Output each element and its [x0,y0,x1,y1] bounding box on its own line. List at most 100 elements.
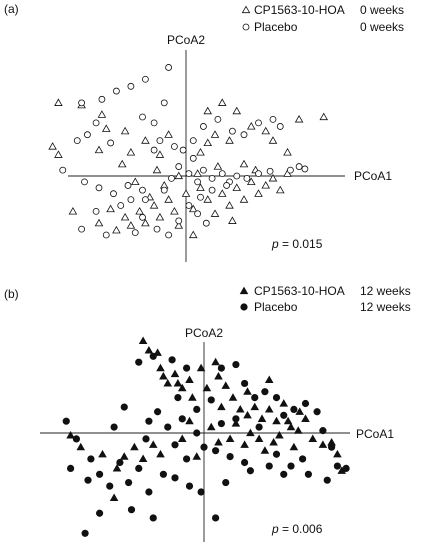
point-a-s0-49 [246,177,256,186]
point-b-s1-12 [272,394,281,402]
point-b-s0-0 [138,336,148,345]
point-b-s1-24 [67,464,75,472]
point-b-s0-42 [214,438,223,446]
point-a-s1-49 [131,229,139,237]
point-a-s0-25 [319,112,329,121]
point-a-s0-63 [228,216,237,224]
point-b-s1-46 [255,423,263,431]
point-a-s0-27 [68,206,78,215]
point-b-s1-16 [313,408,321,416]
point-a-s0-0 [54,98,63,106]
point-b-s1-13 [280,411,288,419]
legend-marker-b-1 [240,303,248,311]
point-a-s1-14 [170,143,178,150]
point-a-s0-19 [225,136,234,144]
point-b-s0-59 [211,357,220,366]
point-b-s1-35 [164,423,172,431]
point-b-s0-52 [289,442,299,451]
point-a-s1-40 [208,174,216,182]
point-b-s0-18 [257,414,267,422]
point-a-s0-17 [203,138,213,147]
point-a-s1-21 [255,119,262,127]
point-a-s1-46 [266,167,274,175]
point-b-s1-9 [241,379,249,388]
point-b-s1-60 [212,514,220,522]
point-a-s0-9 [117,159,127,168]
point-b-s0-8 [177,383,187,392]
point-a-s1-45 [255,170,262,178]
point-b-s1-26 [87,455,95,463]
point-a-s0-16 [210,130,220,138]
point-a-s0-42 [196,183,205,191]
point-b-s1-25 [84,476,92,484]
p-value-b: p = 0.006 [271,522,323,536]
legend-marker-a-0 [241,5,251,14]
point-a-s1-19 [228,127,236,135]
point-b-s1-14 [290,405,298,413]
point-a-s1-55 [202,219,210,227]
point-a-s0-14 [217,98,227,106]
point-b-s0-19 [264,404,274,413]
point-a-s0-11 [155,150,165,158]
point-b-s1-36 [171,441,179,449]
point-a-s0-28 [94,218,104,227]
point-a-s0-7 [94,145,104,154]
point-b-s0-45 [240,440,249,448]
point-b-s1-58 [185,482,194,490]
point-a-s0-38 [170,206,179,215]
point-a-s1-22 [269,115,277,123]
point-b-s0-55 [192,452,202,460]
point-b-s1-20 [342,464,350,472]
point-b-s1-8 [232,360,240,369]
point-a-s1-9 [107,139,114,147]
point-b-s1-18 [327,443,336,451]
point-b-s1-57 [171,474,179,482]
point-a-s1-27 [59,166,67,174]
point-b-s0-56 [217,402,226,411]
point-b-s1-31 [135,464,143,472]
point-a-s1-12 [156,137,164,145]
point-b-s1-53 [120,403,128,411]
point-b-s0-47 [254,434,264,443]
point-b-s1-28 [106,482,114,490]
point-b-s0-50 [275,430,284,439]
point-b-s1-65 [222,478,230,487]
point-b-s1-19 [333,462,341,470]
p-value-text-a: = 0.015 [282,237,323,251]
point-a-s1-17 [199,123,207,130]
point-b-s0-20 [272,416,281,425]
point-a-s0-62 [174,171,184,180]
point-a-s0-13 [203,106,213,115]
point-b-s1-42 [226,453,234,461]
point-b-s0-36 [138,454,148,463]
point-b-s1-4 [174,394,182,402]
point-b-s1-1 [135,358,143,366]
point-a-s1-15 [179,146,187,154]
legend-label-b-1: Placebo [254,300,298,314]
point-a-s0-6 [120,126,130,135]
point-a-s1-62 [160,99,168,107]
point-b-s1-0 [149,352,157,360]
point-b-s0-9 [185,375,194,383]
point-b-s0-38 [156,449,165,458]
point-a-s0-31 [120,212,130,221]
legend-time-b-0: 12 weeks [360,284,411,298]
legend-label-a-0: CP1563-10-HOA [254,3,345,17]
point-a-s0-47 [232,183,242,191]
point-b-s0-21 [279,399,289,407]
point-a-s0-29 [106,204,115,213]
point-b-s0-48 [260,446,270,454]
p-symbol-b: p [271,522,279,536]
point-a-s1-20 [240,131,248,139]
point-b-s1-23 [72,435,81,443]
point-b-s1-49 [280,470,288,478]
point-a-s1-57 [117,202,125,209]
point-b-s1-37 [183,455,191,463]
point-b-s0-44 [231,419,241,427]
y-axis-label-b: PCoA2 [185,326,223,340]
point-a-s0-36 [155,212,165,221]
point-a-s1-29 [95,184,103,192]
point-b-s0-12 [214,371,223,380]
point-b-s1-43 [232,415,240,423]
point-b-s1-27 [96,470,104,478]
